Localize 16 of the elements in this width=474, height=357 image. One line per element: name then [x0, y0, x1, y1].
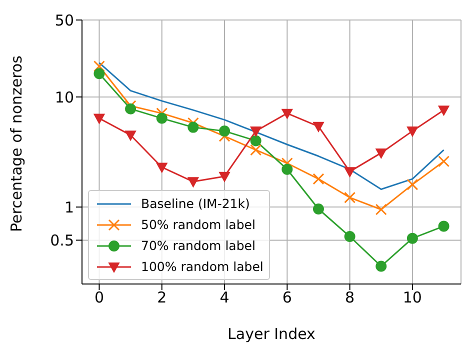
x-tick-label: 2	[157, 288, 167, 307]
legend-label: 100% random label	[141, 259, 264, 274]
y-tick-label: 50	[54, 11, 74, 30]
x-tick-label: 6	[282, 288, 292, 307]
legend-label: 50% random label	[141, 217, 256, 232]
x-tick-label: 4	[220, 288, 230, 307]
y-tick-label: 10	[54, 88, 74, 106]
legend-label: Baseline (IM-21k)	[141, 196, 250, 211]
y-tick-label: 1	[64, 198, 74, 216]
y-tick-label: 0.5	[50, 232, 74, 250]
y-axis-title: Percentage of nonzeros	[7, 55, 26, 232]
x-tick-label: 0	[94, 288, 104, 307]
x-tick-label: 8	[345, 288, 355, 307]
x-tick-label: 10	[402, 288, 422, 307]
x-axis-title: Layer Index	[228, 325, 316, 343]
legend-label: 70% random label	[141, 238, 256, 253]
